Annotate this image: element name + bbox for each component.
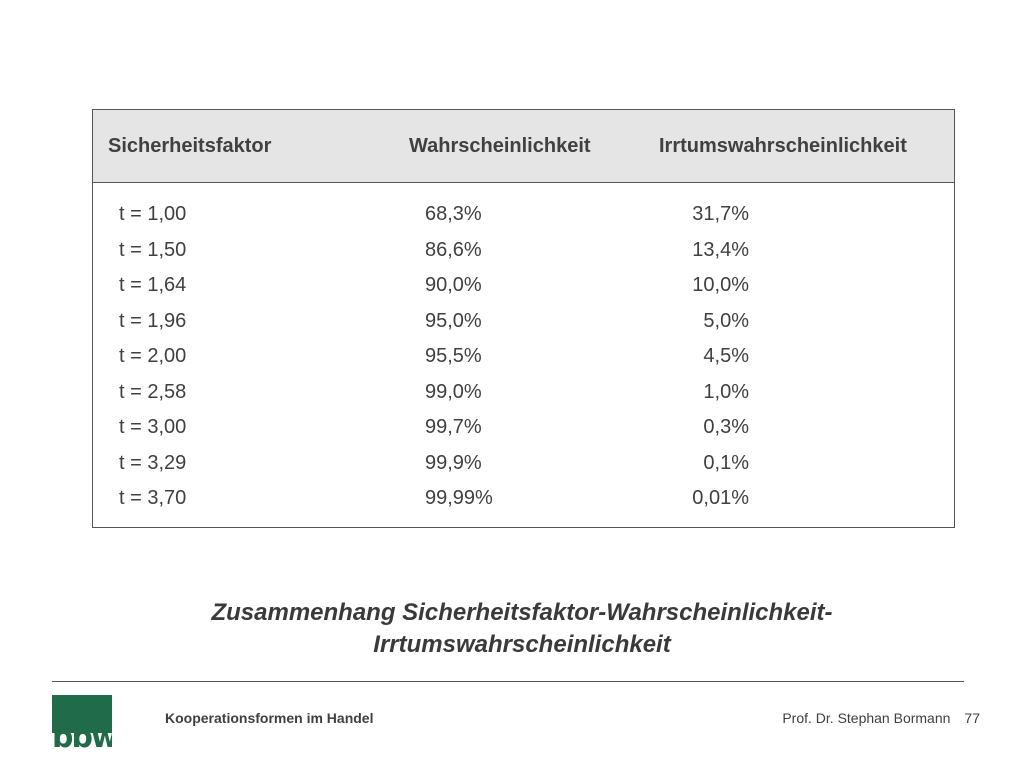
table-row: t = 1,64 90,0% 10,0% — [93, 271, 954, 307]
confidence-table: Sicherheitsfaktor Wahrscheinlichkeit Irr… — [92, 109, 955, 528]
cell-error-probability: 0,01% — [692, 487, 749, 509]
cell-probability: 99,7% — [425, 416, 482, 438]
cell-factor: t = 3,00 — [119, 416, 187, 438]
cell-factor: t = 1,64 — [119, 274, 187, 296]
slide-caption: Zusammenhang Sicherheitsfaktor-Wahrschei… — [0, 597, 1024, 661]
cell-error-probability: 10,0% — [692, 274, 749, 296]
bbw-logo: bbw — [52, 695, 112, 755]
caption-line-2: Irrtumswahrscheinlichkeit — [373, 631, 671, 658]
table-row: t = 1,96 95,0% 5,0% — [93, 307, 954, 343]
cell-probability: 95,0% — [425, 309, 482, 332]
footer-author: Prof. Dr. Stephan Bormann — [782, 710, 951, 726]
cell-probability: 99,99% — [425, 487, 493, 509]
page-number: 77 — [964, 710, 980, 726]
cell-factor: t = 3,29 — [119, 451, 187, 474]
footer-right: Prof. Dr. Stephan Bormann 77 — [782, 710, 980, 726]
logo-text: bbw — [52, 720, 112, 755]
table-row: t = 3,29 99,9% 0,1% — [93, 449, 954, 485]
cell-error-probability: 5,0% — [703, 309, 749, 332]
cell-probability: 90,0% — [425, 274, 482, 296]
cell-factor: t = 3,70 — [119, 487, 187, 509]
table-row: t = 3,00 99,7% 0,3% — [93, 413, 954, 449]
cell-error-probability: 0,3% — [703, 416, 749, 438]
header-irrtumswahrscheinlichkeit: Irrtumswahrscheinlichkeit — [659, 135, 907, 157]
cell-error-probability: 4,5% — [703, 345, 749, 367]
cell-factor: t = 1,00 — [119, 203, 187, 225]
table-row: t = 1,00 68,3% 31,7% — [93, 200, 954, 236]
cell-probability: 99,0% — [425, 380, 482, 403]
table-row: t = 2,58 99,0% 1,0% — [93, 378, 954, 414]
cell-probability: 99,9% — [425, 451, 482, 474]
cell-probability: 86,6% — [425, 238, 482, 261]
table-row: t = 2,00 95,5% 4,5% — [93, 342, 954, 378]
cell-error-probability: 1,0% — [703, 380, 749, 403]
cell-error-probability: 13,4% — [692, 238, 749, 261]
cell-probability: 95,5% — [425, 345, 482, 367]
footer-title: Kooperationsformen im Handel — [165, 710, 374, 726]
caption-line-1: Zusammenhang Sicherheitsfaktor-Wahrschei… — [211, 599, 833, 626]
table-header: Sicherheitsfaktor Wahrscheinlichkeit Irr… — [93, 110, 954, 183]
header-sicherheitsfaktor: Sicherheitsfaktor — [108, 135, 272, 157]
header-wahrscheinlichkeit: Wahrscheinlichkeit — [409, 135, 591, 157]
table-row: t = 1,50 86,6% 13,4% — [93, 236, 954, 272]
cell-probability: 68,3% — [425, 203, 482, 225]
table-body: t = 1,00 68,3% 31,7% t = 1,50 86,6% 13,4… — [93, 200, 954, 520]
table-row: t = 3,70 99,99% 0,01% — [93, 484, 954, 520]
cell-factor: t = 1,50 — [119, 238, 187, 261]
logo-green-block — [52, 695, 112, 733]
footer-divider — [52, 681, 964, 682]
cell-factor: t = 1,96 — [119, 309, 187, 332]
cell-factor: t = 2,58 — [119, 380, 187, 403]
cell-error-probability: 0,1% — [703, 451, 749, 474]
cell-error-probability: 31,7% — [692, 203, 749, 225]
cell-factor: t = 2,00 — [119, 345, 187, 367]
